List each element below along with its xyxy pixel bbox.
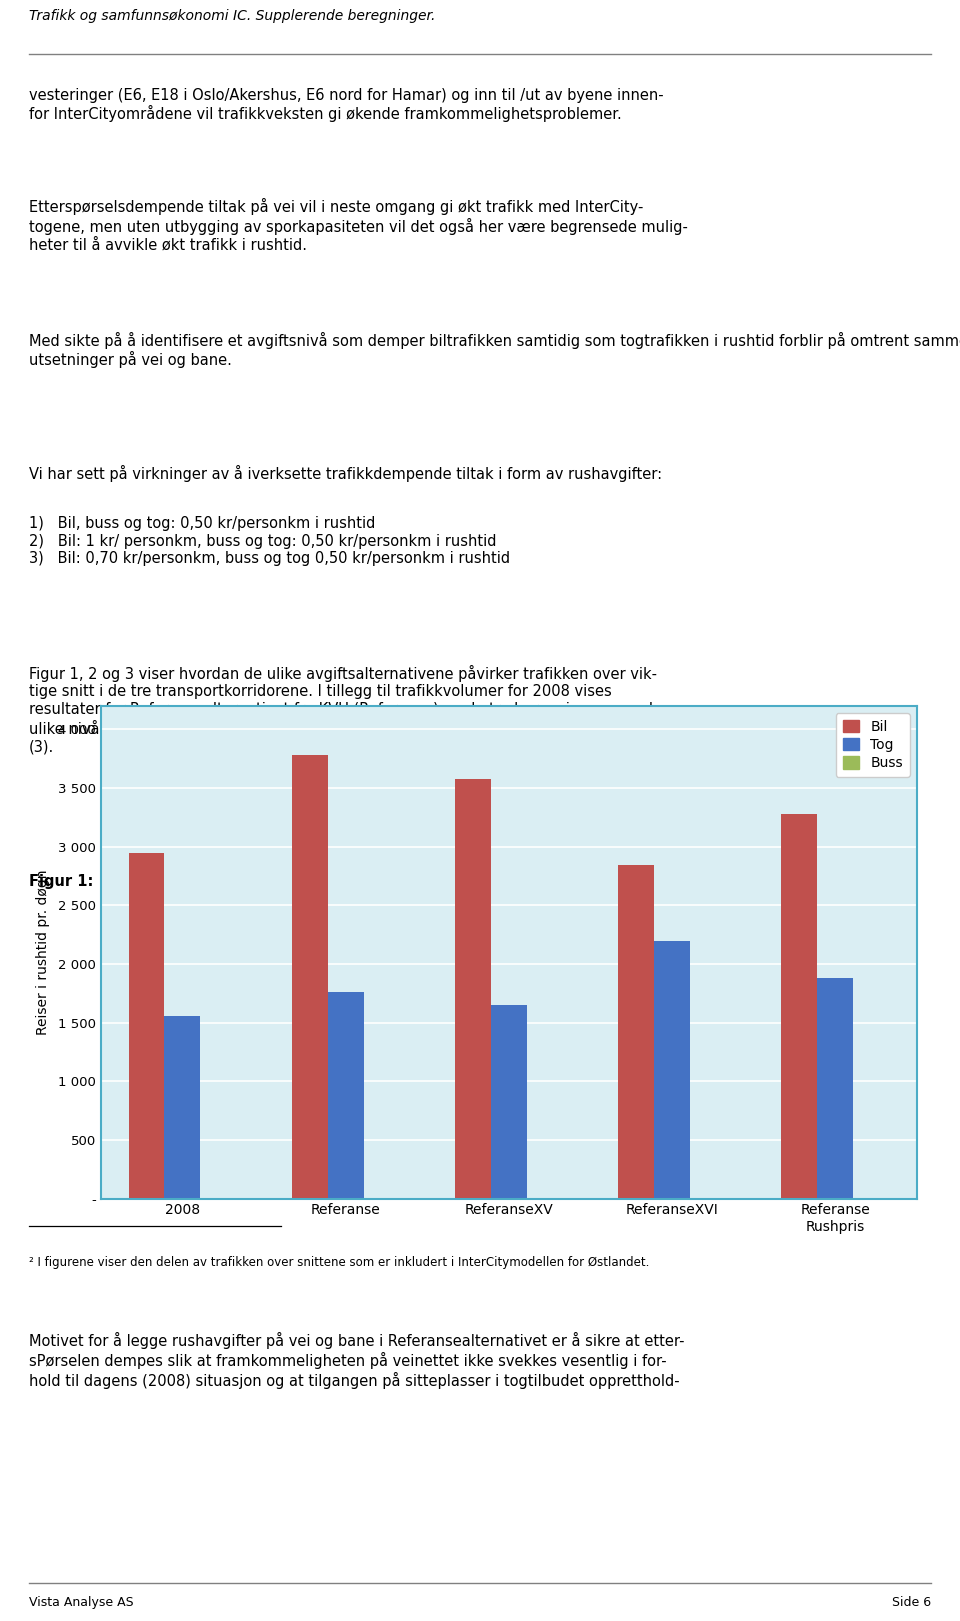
- Bar: [654, 940, 690, 1198]
- Legend: Bil, Tog, Buss: Bil, Tog, Buss: [835, 713, 910, 776]
- Text: vesteringer (E6, E18 i Oslo/Akershus, E6 nord for Hamar) og inn til /ut av byene: vesteringer (E6, E18 i Oslo/Akershus, E6…: [29, 88, 663, 123]
- Text: Figur 1:: Figur 1:: [29, 874, 93, 890]
- Text: Trafikk og samfunnsøkonomi IC. Supplerende beregninger.: Trafikk og samfunnsøkonomi IC. Suppleren…: [29, 8, 435, 23]
- Bar: [618, 866, 654, 1198]
- Text: Motivet for å legge rushavgifter på vei og bane i Referansealternativet er å sik: Motivet for å legge rushavgifter på vei …: [29, 1332, 684, 1389]
- Text: Etterspørselsdempende tiltak på vei vil i neste omgang gi økt trafikk med InterC: Etterspørselsdempende tiltak på vei vil …: [29, 198, 687, 253]
- Text: Med sikte på å identifisere et avgiftsnivå som demper biltrafikken samtidig som : Med sikte på å identifisere et avgiftsni…: [29, 332, 960, 368]
- Text: Bil og togreisende i rushtid pr døgn over snitt mellom Tangen og
Eidsvoll².  Ber: Bil og togreisende i rushtid pr døgn ove…: [108, 874, 645, 906]
- Text: Side 6: Side 6: [892, 1597, 931, 1610]
- Text: Vi har sett på virkninger av å iverksette trafikkdempende tiltak i form av rusha: Vi har sett på virkninger av å iverksett…: [29, 465, 662, 481]
- Bar: [817, 977, 853, 1198]
- Bar: [781, 814, 817, 1198]
- Y-axis label: Reiser i rushtid pr. døgn: Reiser i rushtid pr. døgn: [36, 869, 50, 1034]
- Bar: [292, 755, 327, 1198]
- Bar: [491, 1005, 527, 1198]
- Text: Figur 1, 2 og 3 viser hvordan de ulike avgiftsalternativene påvirker trafikken o: Figur 1, 2 og 3 viser hvordan de ulike a…: [29, 665, 657, 754]
- Bar: [455, 778, 491, 1198]
- Text: Vista Analyse AS: Vista Analyse AS: [29, 1597, 133, 1610]
- Text: 1)   Bil, buss og tog: 0,50 kr/personkm i rushtid
2)   Bil: 1 kr/ personkm, buss: 1) Bil, buss og tog: 0,50 kr/personkm i …: [29, 517, 510, 566]
- Bar: [327, 992, 364, 1198]
- Bar: [129, 853, 164, 1198]
- Bar: [164, 1016, 201, 1198]
- Text: ² I figurene viser den delen av trafikken over snittene som er inkludert i Inter: ² I figurene viser den delen av trafikke…: [29, 1256, 649, 1269]
